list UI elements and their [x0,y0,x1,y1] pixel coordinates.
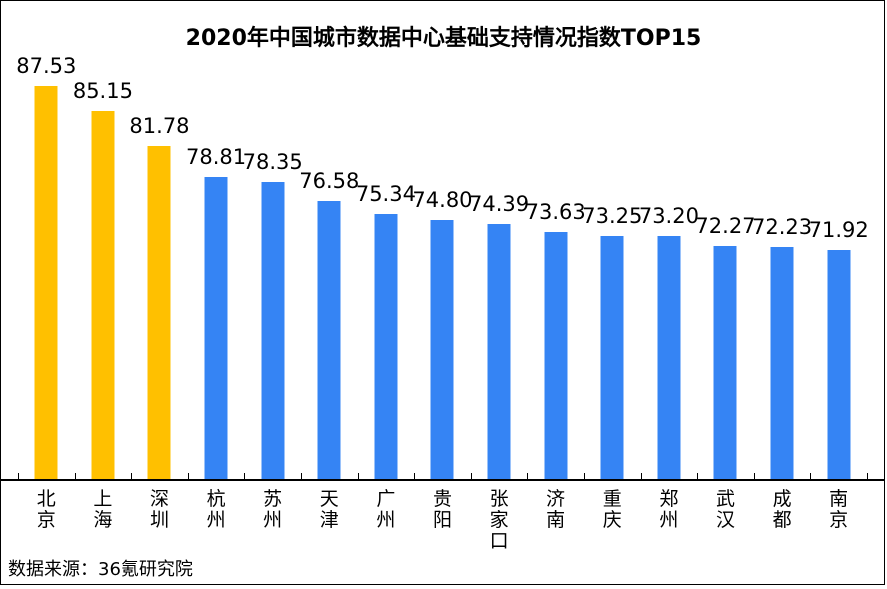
bar-cell: 72.23 [752,60,813,480]
x-axis-tick [697,473,699,481]
x-axis-tick [527,473,529,481]
x-axis-tick [244,473,246,481]
x-axis-label: 天 津 [319,488,339,531]
x-axis-label: 上 海 [93,488,113,531]
value-label: 85.15 [72,79,133,103]
x-axis-tick [18,473,19,481]
value-label: 73.25 [582,204,643,228]
x-axis-tick [187,473,189,481]
x-axis-tick [470,473,472,481]
value-label: 75.34 [355,182,416,206]
bar [827,250,851,480]
bar-cell: 85.15 [72,60,133,480]
x-axis-tick [753,473,755,481]
value-label: 73.20 [638,204,699,228]
x-axis-label: 杭 州 [206,488,226,531]
source-note: 数据来源：36氪研究院 [8,559,193,580]
x-axis-line [1,479,884,481]
value-label: 73.63 [525,200,586,224]
bar-cell: 72.27 [695,60,756,480]
x-axis-label: 张 家 口 [489,488,509,552]
bar-cell: 78.35 [242,60,303,480]
value-label: 87.53 [16,54,77,78]
bar [487,224,511,480]
x-axis-tick [131,473,133,481]
bar [430,220,454,480]
value-label: 72.23 [752,215,813,239]
bar [713,246,737,480]
x-axis-label: 重 庆 [602,488,622,531]
bar-cell: 78.81 [186,60,247,480]
x-axis-tick [414,473,416,481]
x-axis-label: 济 南 [546,488,566,531]
x-axis-label: 深 圳 [149,488,170,531]
bar [600,236,624,480]
bar [147,146,171,480]
x-axis-label: 郑 州 [659,488,679,531]
bar-cell: 71.92 [808,60,869,480]
value-label: 78.81 [186,145,247,169]
bar-cell: 73.20 [638,60,699,480]
bar-cell: 73.63 [525,60,586,480]
bar-cell: 75.34 [355,60,416,480]
bar-cell: 87.53 [16,54,76,480]
x-axis-tick [810,473,812,481]
value-label: 72.27 [695,214,756,238]
value-label: 71.92 [808,218,869,242]
chart-title: 2020年中国城市数据中心基础支持情况指数TOP15 [185,26,702,51]
bar [770,247,794,480]
bar [204,177,228,480]
bar-cell: 74.39 [469,60,530,480]
value-label: 76.58 [299,169,360,193]
value-label: 81.78 [129,114,190,138]
x-axis-label: 广 州 [376,488,396,531]
x-axis-label: 北 京 [36,488,56,531]
bar [91,111,115,480]
bar [34,86,58,480]
value-label: 74.39 [469,192,530,216]
value-label: 78.35 [242,150,303,174]
x-axis-tick [640,473,642,481]
x-axis-label: 南 京 [829,488,849,531]
x-axis-tick [357,473,359,481]
value-label: 74.80 [412,188,473,212]
x-axis-tick [301,473,302,481]
x-axis-label: 武 汉 [715,488,736,531]
bar-cell: 76.58 [299,60,360,480]
x-axis-label: 贵 阳 [432,488,453,531]
bar [374,214,398,480]
plot-area: 87.53 85.15 81.78 78.81 78.35 76.58 75.34 74.80… [16,54,869,480]
bar [657,236,681,480]
bar-cell: 73.25 [582,60,643,480]
x-axis-label: 成 都 [772,488,792,531]
bar [317,201,341,480]
bar-cell: 74.80 [412,60,473,480]
bar-cell: 81.78 [129,60,190,480]
x-axis-tick [867,473,868,481]
x-axis-label: 苏 州 [263,488,283,531]
x-axis-tick [74,473,76,481]
bar [544,232,568,480]
bar [261,182,285,480]
x-axis-tick [584,473,585,481]
